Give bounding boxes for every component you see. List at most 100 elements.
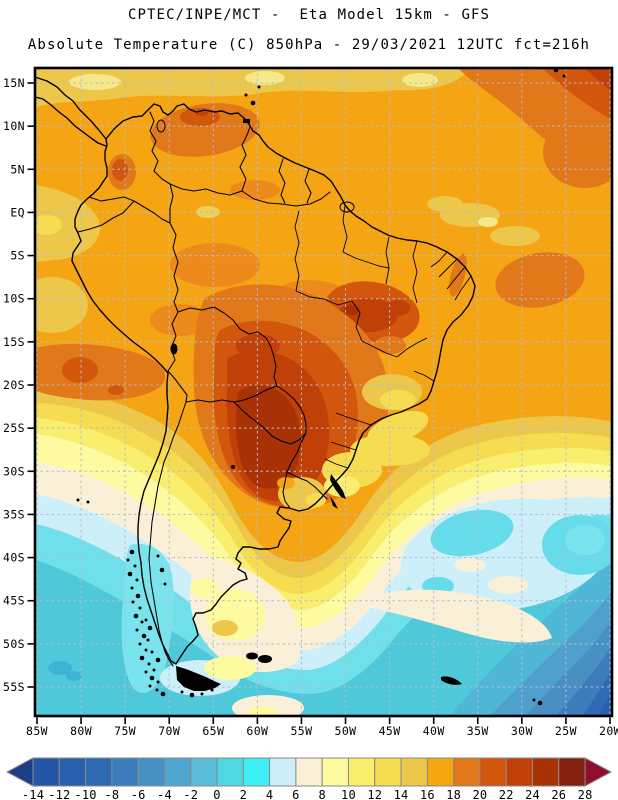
lat-tick-label: 10S <box>3 292 25 306</box>
island-speckle <box>562 74 566 78</box>
colorbar-tick-label: 12 <box>367 788 382 800</box>
colorbar-segment <box>400 757 428 787</box>
island-speckle <box>537 700 543 706</box>
falklands-pale-yellow <box>204 656 256 680</box>
colorbar-segment <box>32 757 60 787</box>
island-speckle <box>244 93 248 97</box>
colorbar-tick-label: -2 <box>183 788 198 800</box>
island-speckle <box>130 586 134 590</box>
satl-cream-patch <box>488 576 528 594</box>
satl-cream-patch <box>454 558 486 572</box>
island-speckle <box>257 85 261 89</box>
island-speckle <box>140 620 144 624</box>
colorbar-tick-label: 18 <box>446 788 461 800</box>
guiana-warm <box>230 180 280 200</box>
colorbar-tick-label: -10 <box>74 788 96 800</box>
island-speckle <box>126 558 130 562</box>
temperature-field <box>35 68 612 716</box>
island-speckle <box>129 549 135 555</box>
lon-tick-label: 80W <box>70 724 92 738</box>
colorbar-segment <box>163 757 192 787</box>
lon-tick-label: 65W <box>202 724 224 738</box>
island-speckle <box>139 655 145 661</box>
island-speckle <box>138 606 142 610</box>
island-speckle <box>156 680 160 684</box>
island-speckle <box>155 657 161 663</box>
pacific-pale <box>35 215 62 235</box>
lat-tick-label: 15S <box>3 335 25 349</box>
colorbar-segment <box>532 757 560 787</box>
lon-tick-label: 70W <box>158 724 180 738</box>
pacific-golden-s <box>35 277 88 333</box>
island-speckle <box>150 650 154 654</box>
colorbar-segment <box>137 757 165 787</box>
tierra-del-fuego <box>176 666 221 691</box>
lat-tick-label: 40S <box>3 551 25 565</box>
sw-cold-spot <box>48 661 72 675</box>
colorbar-tick-label: -8 <box>104 788 119 800</box>
island-speckle <box>131 600 135 604</box>
mid-atlantic-warm-blob <box>495 252 585 308</box>
island-speckle <box>189 692 195 698</box>
island-speckle <box>250 100 256 106</box>
uruguay-yellow-e <box>306 493 326 507</box>
lon-tick-label: 75W <box>114 724 136 738</box>
colorbar-left-arrow <box>5 757 34 787</box>
island-speckle <box>159 567 165 573</box>
top-golden-band <box>35 68 470 108</box>
patagonia-pale-yellow <box>205 589 265 641</box>
lake-maracaibo <box>156 119 166 133</box>
colorbar: -14 -12 -10 -8 -6 -4 -2 0 2 4 6 8 10 12 14 16 18 20 22 24 26… <box>5 757 613 800</box>
island-speckle <box>138 642 142 646</box>
island-speckle <box>135 593 141 599</box>
colorbar-tick-label: 16 <box>420 788 435 800</box>
island-speckle <box>76 498 80 502</box>
colorbar-segment <box>58 757 87 787</box>
central-america-coast-pacific <box>35 96 107 147</box>
bottom-pale-patch <box>248 706 276 716</box>
marajo-island <box>339 201 355 213</box>
map-frame <box>33 66 614 718</box>
colorbar-tick-label: 14 <box>394 788 409 800</box>
island-speckle <box>135 578 139 582</box>
island-speckle <box>160 691 166 697</box>
colorbar-segment <box>426 757 455 787</box>
mirim-lagoon <box>330 496 338 509</box>
lat-tick-label: 15N <box>3 76 25 90</box>
axis-layer: 15N 10N 5N EQ 5S 10S 15S 20S 25S 30S 35S 40S 45S 50S 5… <box>3 76 618 738</box>
lat-tick-label: 5S <box>10 249 25 263</box>
sp-yellow <box>380 390 416 410</box>
amazon-warm <box>170 243 260 287</box>
lat-tick-label: 45S <box>3 594 25 608</box>
state-borders <box>294 204 472 469</box>
island-speckle <box>156 554 160 558</box>
mato-grosso-hot <box>236 334 280 358</box>
island-speckle <box>210 688 214 692</box>
colorbar-tick-label: 20 <box>473 788 488 800</box>
island-speckle <box>147 625 153 631</box>
lat-tick-label: 5N <box>10 162 25 176</box>
ne-brazil-hot-core <box>386 300 410 316</box>
lon-tick-label: 85W <box>26 724 48 738</box>
south-georgia-island <box>441 676 462 685</box>
ne-warm-core <box>542 68 612 120</box>
colorbar-tick-label: 2 <box>240 788 247 800</box>
ne-corner-hot <box>584 68 612 92</box>
colorbar-segment <box>321 757 349 787</box>
island-speckle <box>148 684 152 688</box>
lon-tick-label: 45W <box>379 724 401 738</box>
island-speckle <box>135 628 139 632</box>
colorbar-segment <box>479 757 507 787</box>
island-speckle <box>141 633 147 639</box>
mar-chiquita-lake <box>231 465 235 469</box>
colorbar-segment <box>216 757 244 787</box>
island-speckle <box>146 638 150 642</box>
page-subtitle: Absolute Temperature (C) 850hPa - 29/03/… <box>28 37 590 53</box>
colorbar-tick-label: 8 <box>318 788 325 800</box>
geography-layer <box>35 68 566 706</box>
colorbar-right-arrow <box>584 757 613 787</box>
uruguay-warm-nw <box>277 477 295 489</box>
lon-tick-label: 35W <box>467 724 489 738</box>
satl-cream-wedge <box>365 589 552 643</box>
